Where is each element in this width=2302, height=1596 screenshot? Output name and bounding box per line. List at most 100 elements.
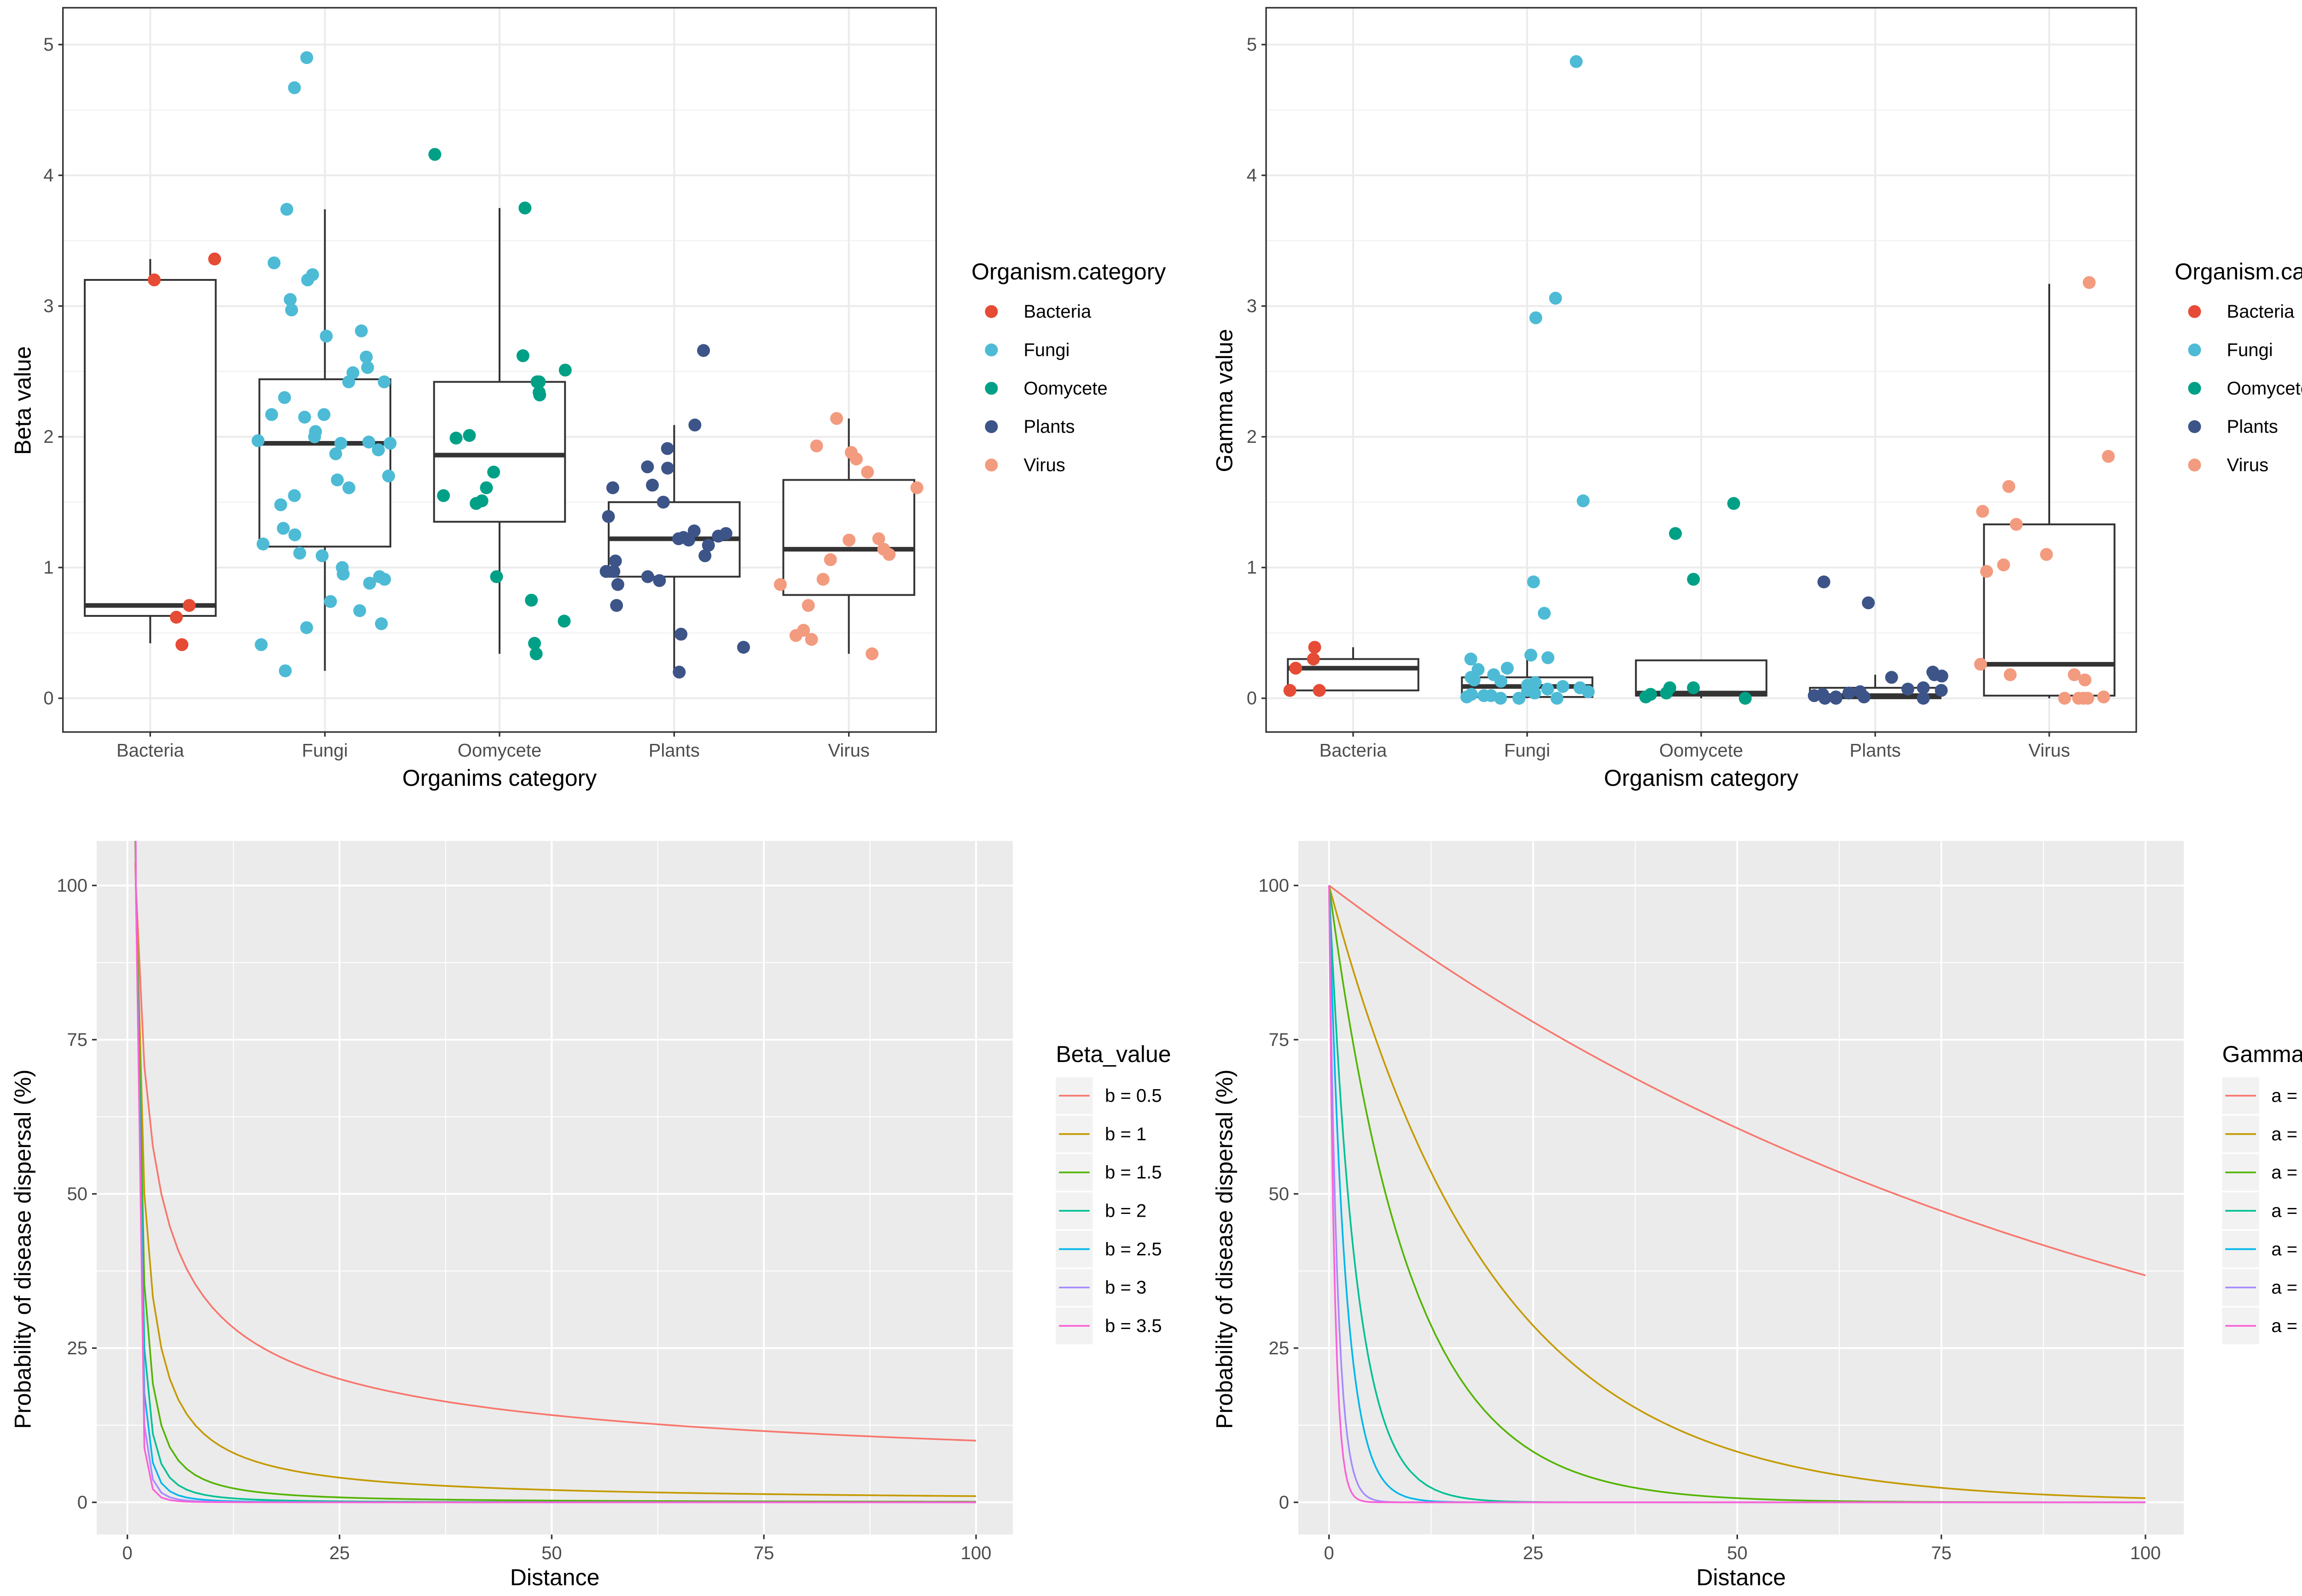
- panel-border: [1265, 7, 2137, 733]
- data-point-virus: [849, 453, 863, 466]
- data-point-virus: [2078, 673, 2092, 687]
- data-point-fungi: [355, 324, 368, 337]
- y-tick-label: 75: [67, 1030, 88, 1050]
- x-axis-title: Organims category: [402, 765, 597, 791]
- data-point-plants: [611, 578, 624, 591]
- data-point-fungi: [274, 498, 287, 511]
- data-point-virus: [805, 633, 818, 646]
- data-point-fungi: [1512, 691, 1526, 705]
- data-point-virus: [2040, 548, 2053, 561]
- data-point-fungi: [288, 81, 301, 94]
- data-point-fungi: [278, 391, 291, 404]
- y-axis-title: Gamma value: [1212, 329, 1238, 472]
- y-tick-label: 50: [1269, 1184, 1290, 1204]
- legend-key-plants: [2188, 420, 2201, 433]
- data-point-bacteria: [148, 273, 161, 287]
- y-tick-label: 4: [1247, 165, 1257, 186]
- data-point-plants: [610, 599, 623, 612]
- y-tick-label: 75: [1269, 1030, 1290, 1050]
- y-tick-label: 0: [77, 1492, 87, 1513]
- x-tick-label: Plants: [649, 741, 700, 761]
- data-point-fungi: [267, 256, 281, 270]
- data-point-fungi: [256, 537, 270, 551]
- y-tick-label: 25: [67, 1338, 88, 1358]
- data-point-fungi: [1581, 685, 1595, 698]
- box-bacteria: [1287, 647, 1419, 691]
- data-point-virus: [1976, 505, 1989, 518]
- data-point-virus: [883, 548, 896, 561]
- data-point-oomycete: [558, 363, 572, 377]
- data-point-fungi: [1529, 311, 1542, 325]
- legend-label: Oomycete: [1023, 378, 1107, 399]
- data-point-virus: [2102, 450, 2115, 463]
- data-point-plants: [1818, 691, 1831, 705]
- data-point-plants: [1935, 669, 1948, 683]
- data-point-plants: [1842, 686, 1855, 700]
- series-line-2: [134, 841, 977, 1497]
- data-point-plants: [646, 478, 659, 492]
- data-point-plants: [1817, 575, 1831, 589]
- series-line-1: [1328, 885, 2146, 1277]
- data-point-oomycete: [449, 431, 463, 445]
- data-point-fungi: [342, 375, 355, 389]
- legend-label: Oomycete: [2227, 378, 2302, 399]
- data-point-fungi: [324, 595, 337, 608]
- legend-label: b = 0.5: [1105, 1086, 1162, 1106]
- data-point-plants: [702, 539, 715, 552]
- x-tick-label: Plants: [1849, 741, 1901, 761]
- x-tick-label: 100: [2130, 1543, 2161, 1563]
- data-point-fungi: [300, 621, 313, 634]
- data-point-oomycete: [1727, 497, 1740, 510]
- legend-key-plants: [985, 420, 998, 433]
- data-point-fungi: [1500, 662, 1514, 675]
- x-axis-title: Distance: [510, 1565, 600, 1590]
- data-point-fungi: [342, 481, 355, 494]
- data-point-fungi: [308, 430, 321, 443]
- data-point-bacteria: [170, 610, 183, 624]
- data-point-plants: [1917, 691, 1930, 705]
- data-point-oomycete: [428, 148, 442, 161]
- data-point-fungi: [1541, 651, 1555, 664]
- data-point-bacteria: [1283, 684, 1296, 697]
- data-point-oomycete: [437, 489, 450, 502]
- series-line-7: [134, 841, 976, 1503]
- data-point-oomycete: [529, 647, 543, 661]
- x-tick-label: Oomycete: [1659, 741, 1743, 761]
- data-point-fungi: [315, 549, 329, 563]
- y-tick-label: 0: [1247, 688, 1257, 708]
- legend-label: Plants: [2227, 417, 2278, 437]
- data-point-plants: [673, 666, 686, 679]
- data-point-fungi: [363, 576, 376, 590]
- legend: Organism.category Bacteria Fungi Oomycete Pl…: [2174, 259, 2302, 476]
- x-axis-title: Distance: [1696, 1565, 1786, 1590]
- data-point-fungi: [1528, 686, 1541, 700]
- box-iqr: [1287, 658, 1419, 691]
- data-point-virus: [872, 532, 885, 546]
- data-point-bacteria: [208, 252, 221, 266]
- data-point-fungi: [301, 273, 314, 287]
- x-tick-label: Virus: [2029, 741, 2070, 761]
- data-point-plants: [602, 510, 615, 523]
- data-point-virus: [830, 412, 843, 425]
- data-point-plants: [641, 570, 654, 583]
- legend: Gamma_valuea = 0.01 a = 0.05 a = 0.1 a = 0.…: [2222, 1041, 2302, 1345]
- legend-label: a = 1: [2271, 1277, 2302, 1298]
- box-iqr: [84, 279, 217, 617]
- legend-label: a = 0.3: [2271, 1201, 2302, 1221]
- data-point-oomycete: [470, 497, 483, 510]
- legend-label: a = 0.1: [2271, 1162, 2302, 1183]
- data-point-fungi: [1527, 575, 1540, 589]
- legend-title: Organism.category: [2174, 259, 2302, 284]
- data-point-fungi: [375, 617, 388, 630]
- y-tick-label: 5: [1247, 35, 1257, 55]
- data-point-fungi: [360, 350, 373, 364]
- legend-label: b = 3: [1105, 1277, 1146, 1298]
- data-point-virus: [861, 465, 874, 479]
- data-point-plants: [657, 495, 670, 509]
- legend-key-fungi: [2188, 343, 2201, 357]
- x-tick-label: Oomycete: [458, 741, 541, 761]
- data-point-fungi: [284, 293, 297, 306]
- data-point-fungi: [1549, 291, 1562, 305]
- data-point-fungi: [372, 443, 385, 457]
